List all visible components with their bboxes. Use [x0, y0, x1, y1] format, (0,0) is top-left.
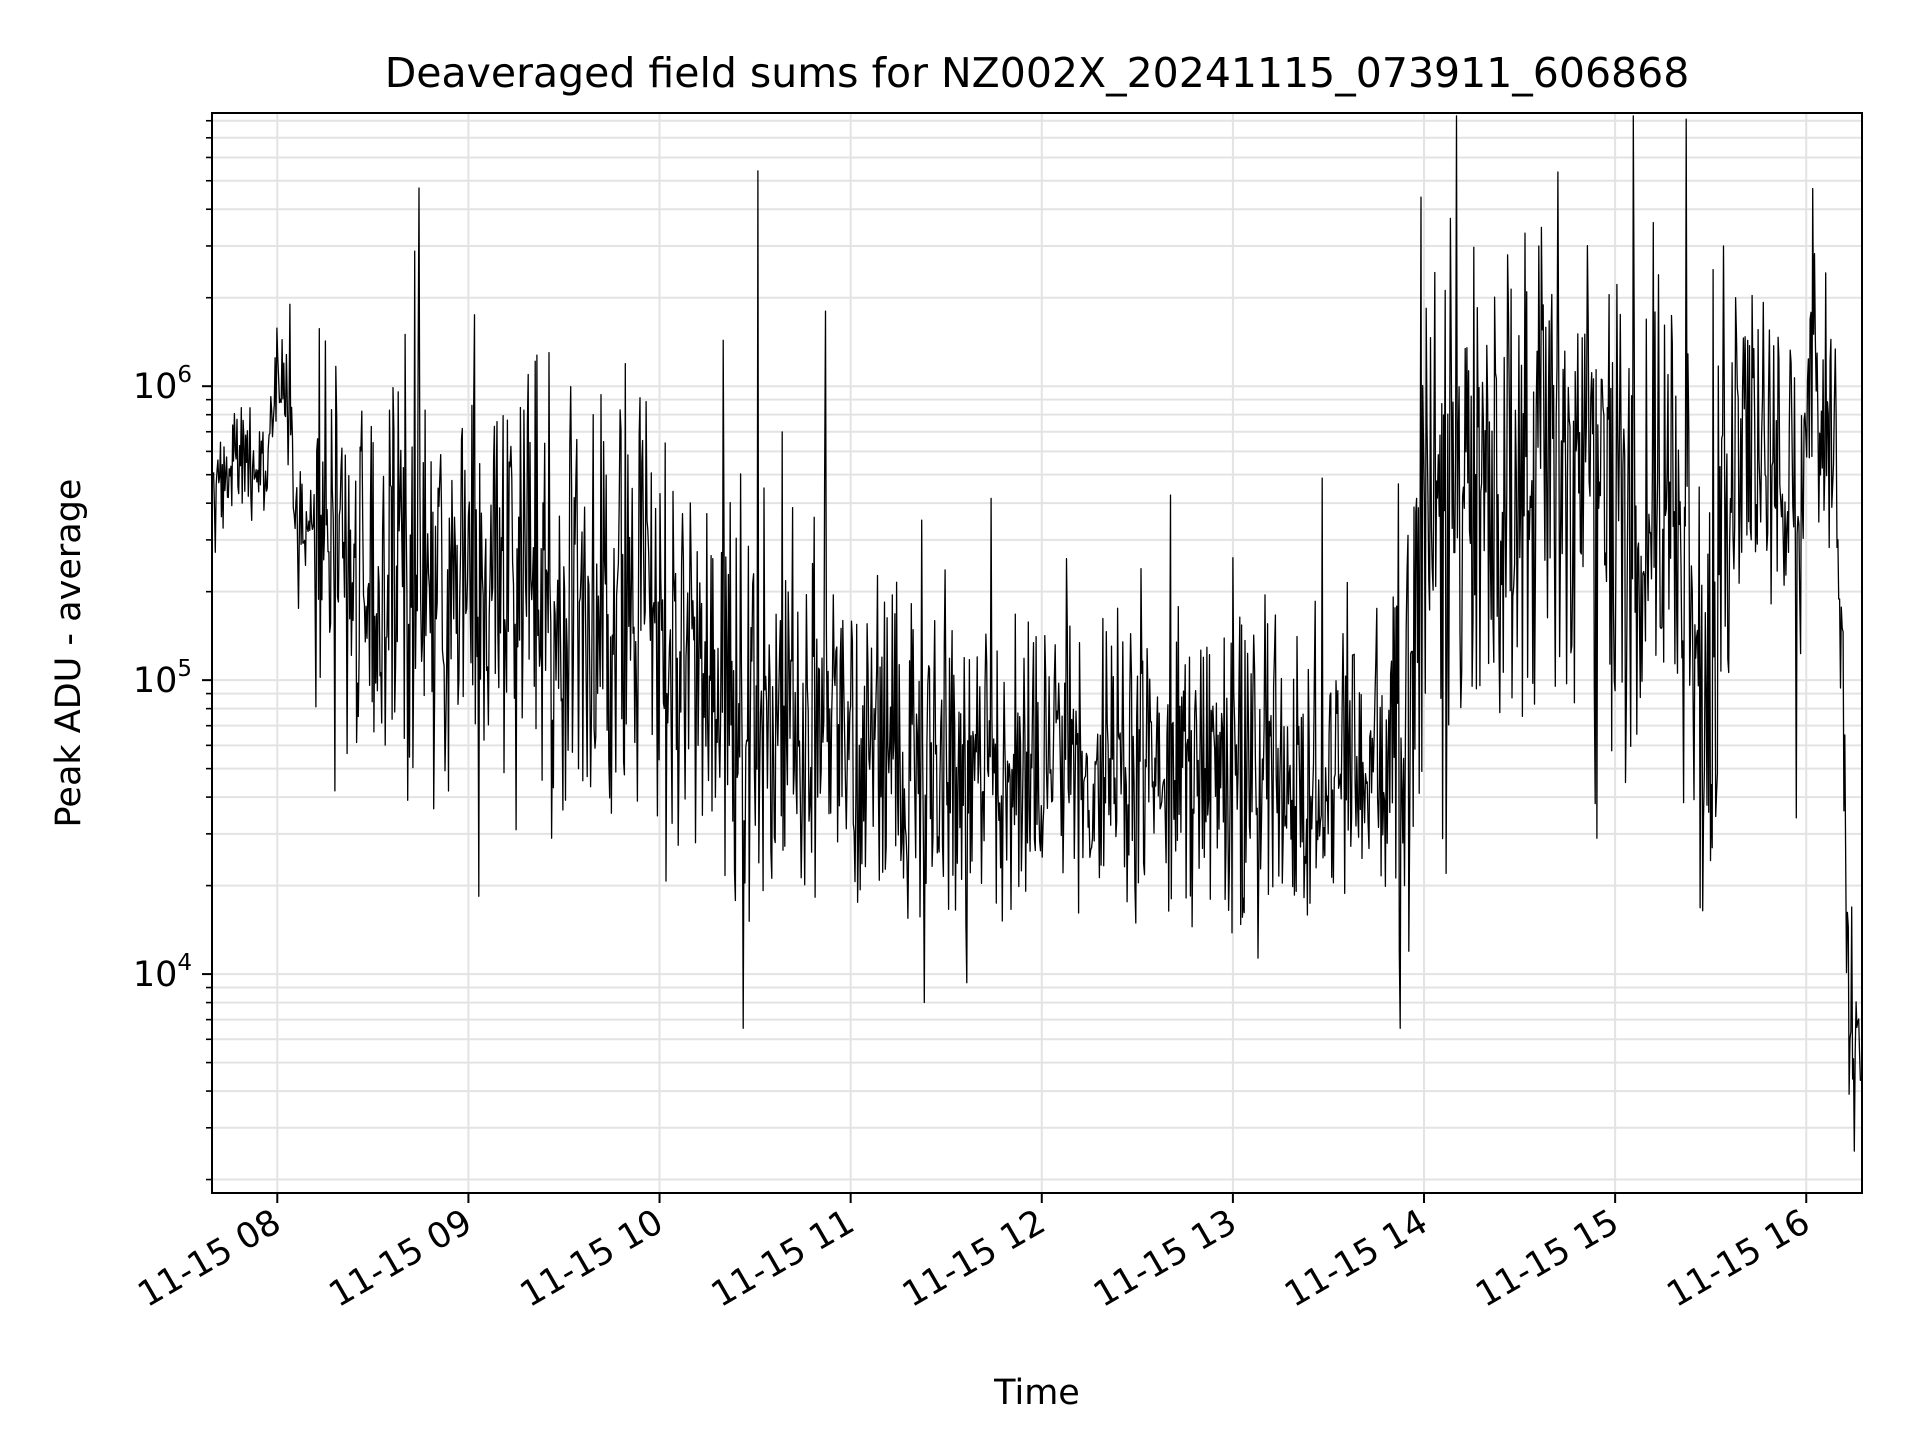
y-tick-label: 105: [133, 656, 192, 701]
plot-frame: [211, 112, 1863, 1194]
y-axis-label: Peak ADU - average: [49, 479, 89, 828]
x-axis-label: Time: [993, 1373, 1080, 1413]
plot-area: [212, 115, 1862, 1152]
y-tick-label: 106: [133, 362, 192, 407]
series-line: [212, 115, 1862, 1152]
chart-title: Deaveraged field sums for NZ002X_2024111…: [385, 49, 1690, 97]
y-tick-label: 104: [133, 950, 192, 995]
